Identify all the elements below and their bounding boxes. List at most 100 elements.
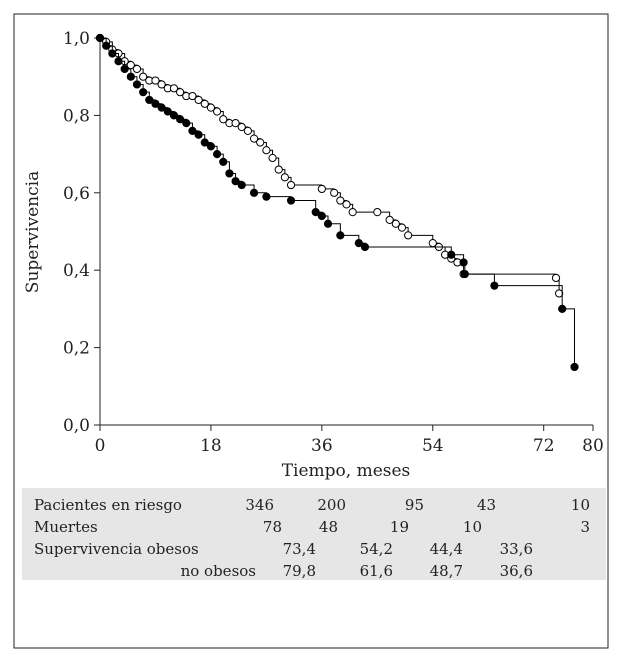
censor-marker [268, 153, 277, 163]
table-cell: 78 [263, 518, 282, 536]
censor-marker [237, 122, 246, 132]
censor-marker [262, 146, 271, 155]
censor-marker [206, 142, 216, 151]
table-cell: 33,6 [500, 540, 533, 558]
censor-marker [108, 49, 117, 58]
censor-marker [176, 88, 185, 97]
censor-marker [447, 250, 456, 259]
censor-marker [243, 126, 252, 135]
censor-marker [323, 219, 333, 228]
censor-marker [139, 72, 148, 81]
y-tick-label: 0,6 [63, 184, 90, 204]
table-cell: 48 [319, 518, 338, 536]
censor-marker [336, 231, 345, 240]
censor-marker [145, 95, 154, 105]
x-tick-label: 36 [311, 436, 333, 456]
censor-marker [139, 88, 148, 97]
censor-marker [373, 208, 382, 217]
censor-marker [286, 180, 296, 190]
censor-marker [163, 107, 172, 116]
censor-marker [311, 208, 320, 217]
censor-marker [200, 99, 209, 108]
x-tick-label: 0 [95, 436, 106, 456]
table-cell: 43 [477, 496, 496, 514]
censor-marker [231, 119, 240, 128]
censor-marker [114, 57, 123, 66]
censor-marker [212, 107, 222, 116]
censor-marker [404, 231, 413, 240]
censor-marker [280, 173, 289, 182]
row-label: Muertes [34, 518, 98, 536]
censor-marker [194, 95, 203, 105]
frame [13, 13, 609, 649]
table-cell: 10 [463, 518, 482, 536]
censor-marker [102, 41, 111, 50]
table-cell: 79,8 [283, 562, 316, 580]
censor-marker [182, 119, 191, 128]
censor-marker [490, 281, 499, 290]
censor-marker [336, 196, 345, 205]
censor-marker [551, 273, 561, 283]
table-cell: 200 [317, 496, 346, 514]
censor-marker [157, 103, 166, 112]
censor-marker [225, 169, 234, 178]
table-cell: 73,4 [283, 540, 316, 558]
table-cell: 48,7 [430, 562, 463, 580]
censor-marker [348, 208, 357, 217]
y-tick-label: 1,0 [63, 29, 90, 49]
censor-marker [555, 289, 564, 298]
censor-marker [249, 188, 259, 197]
censor-marker [169, 84, 179, 93]
censor-marker [459, 258, 468, 267]
censor-marker [188, 91, 197, 101]
y-axis-label: Supervivencia [23, 171, 43, 293]
y-tick-label: 0,2 [63, 339, 90, 359]
censor-marker [262, 192, 271, 201]
y-tick-label: 0,8 [63, 106, 90, 126]
table-cell: 3 [580, 518, 590, 536]
row-label: no obesos [181, 562, 256, 580]
censor-marker [317, 184, 326, 194]
censor-marker [206, 103, 216, 112]
x-tick-label: 54 [422, 436, 444, 456]
censor-marker [249, 134, 259, 143]
censor-marker [151, 76, 160, 85]
table-cell: 346 [245, 496, 274, 514]
censor-marker [558, 304, 567, 313]
table-cell: 10 [571, 496, 590, 514]
censor-marker [397, 223, 407, 232]
censor-marker [360, 242, 370, 252]
x-tick-label: 80 [582, 436, 604, 456]
censor-marker [169, 111, 179, 120]
censor-marker [317, 211, 326, 221]
censor-marker [95, 33, 105, 43]
y-tick-label: 0,4 [63, 261, 90, 281]
x-tick-label: 72 [533, 436, 555, 456]
censor-marker [274, 165, 283, 174]
censor-marker [151, 99, 160, 108]
row-label: Supervivencia obesos [34, 540, 199, 558]
censor-marker [120, 64, 129, 74]
row-label: Pacientes en riesgo [34, 496, 182, 514]
x-tick-label: 18 [200, 436, 222, 456]
censor-marker [354, 239, 363, 248]
x-axis-label: Tiempo, meses [282, 461, 411, 481]
table-cell: 19 [390, 518, 409, 536]
censor-marker [132, 64, 142, 74]
censor-marker [194, 130, 203, 139]
table-cell: 54,2 [360, 540, 393, 558]
survival-curve [100, 37, 560, 294]
table-cell: 36,6 [500, 562, 533, 580]
censor-marker [385, 215, 394, 224]
table-background [22, 488, 606, 580]
censor-marker [330, 188, 339, 197]
censor-marker [256, 138, 265, 147]
censor-marker [342, 200, 351, 209]
censor-marker [286, 196, 296, 205]
censor-marker [231, 177, 240, 186]
censor-marker [126, 72, 135, 81]
table-cell: 44,4 [430, 540, 463, 558]
censor-marker [219, 157, 228, 166]
censor-marker [188, 126, 197, 135]
